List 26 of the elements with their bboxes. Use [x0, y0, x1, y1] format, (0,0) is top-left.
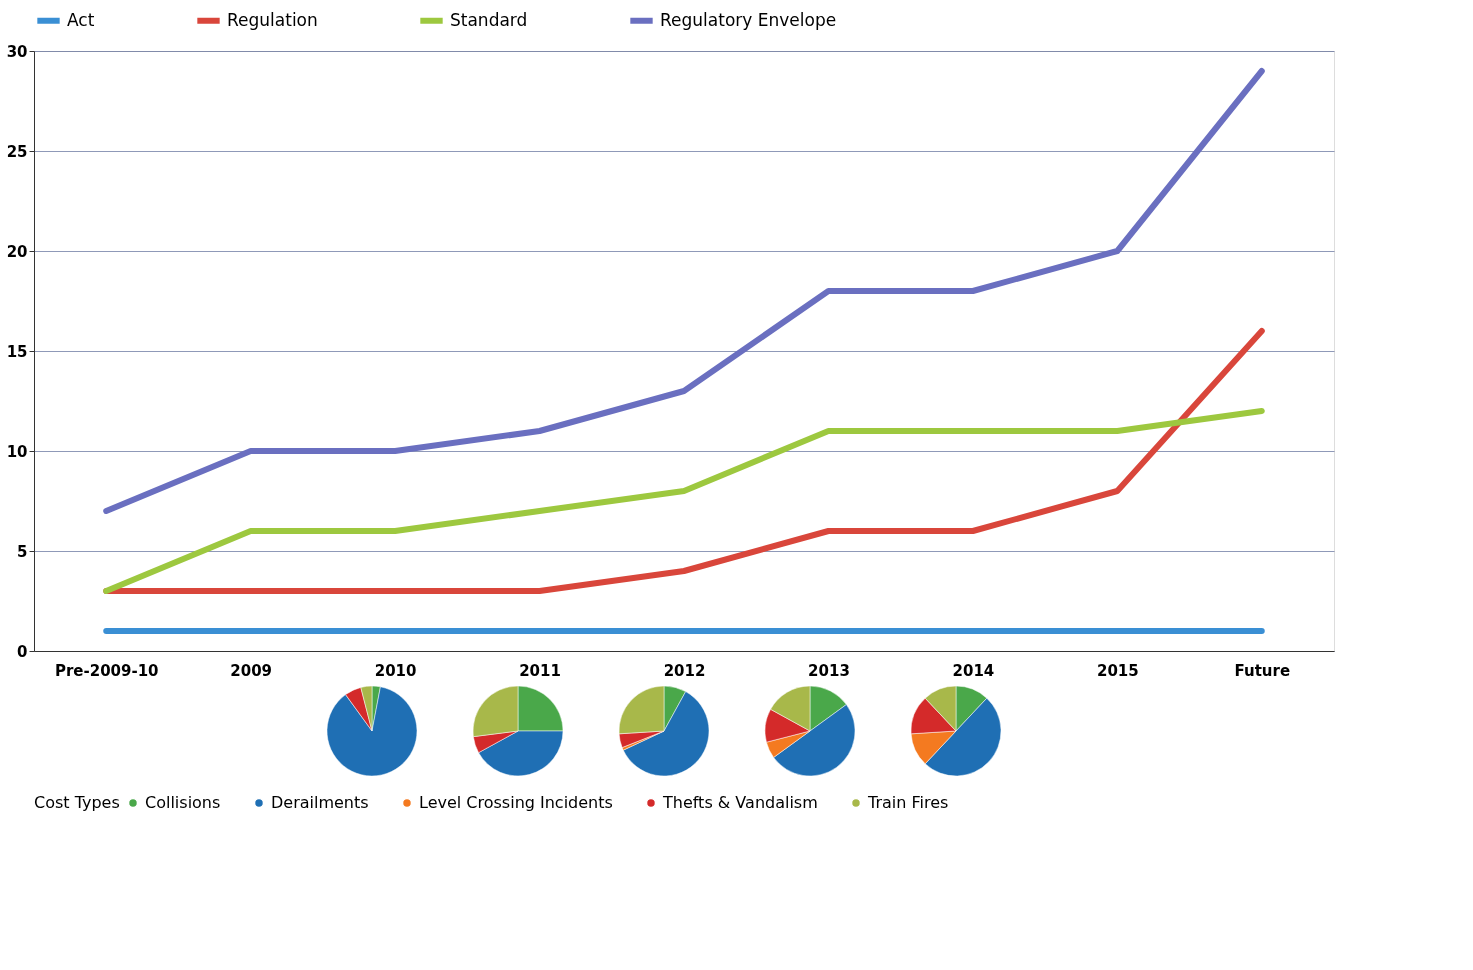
legend-label: Collisions: [145, 793, 221, 812]
legend-label: Derailments: [271, 793, 369, 812]
legend-label: Regulatory Envelope: [660, 9, 837, 30]
y-tick-label: 15: [6, 342, 28, 361]
y-tick-label: 20: [6, 242, 28, 261]
y-tick-label: 25: [6, 142, 28, 161]
y-tick-label: 5: [17, 542, 28, 561]
legend-label: Regulation: [227, 9, 318, 30]
x-tick-label: 2009: [230, 661, 273, 680]
legend-label: Standard: [450, 9, 528, 30]
x-tick-label: Pre-2009-10: [54, 661, 159, 680]
x-tick-label: 2014: [952, 661, 995, 680]
legend-label: Level Crossing Incidents: [419, 793, 613, 812]
x-tick-label: 2015: [1096, 661, 1139, 680]
x-tick-label: 2012: [663, 661, 706, 680]
y-tick-label: 30: [6, 42, 28, 61]
x-tick-label: 2011: [519, 661, 561, 680]
legend-label: Train Fires: [867, 793, 949, 812]
legend-label: Thefts & Vandalism: [662, 793, 818, 812]
x-tick-label: Future: [1234, 661, 1291, 680]
x-tick-label: 2010: [374, 661, 417, 680]
y-tick-label: 10: [6, 442, 28, 461]
y-tick-label: 0: [17, 642, 28, 661]
legend-title: Cost Types: [34, 793, 120, 812]
x-tick-label: 2013: [808, 661, 850, 680]
legend-label: Act: [67, 9, 95, 30]
